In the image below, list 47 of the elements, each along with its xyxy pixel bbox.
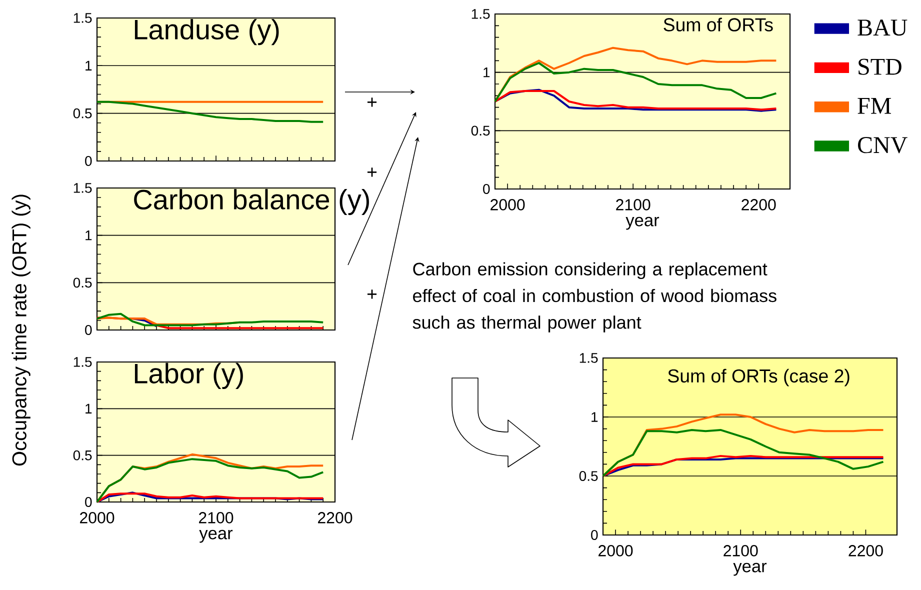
- text: Sum of ORTs (case 2): [668, 368, 850, 386]
- text: +: [367, 98, 377, 107]
- y-tick-label: 0.5: [73, 108, 92, 118]
- y-tick-label: 1.5: [74, 357, 92, 367]
- x-tick-label: 2000: [80, 512, 114, 524]
- chart-title: Carbon balance (y): [134, 188, 369, 216]
- y-tick-label: 1: [86, 60, 92, 70]
- y-tick-label: 0.5: [73, 278, 92, 288]
- chart-title: Sum of ORTs: [664, 18, 773, 32]
- x-axis-title: year: [733, 562, 767, 576]
- y-tick-label: 0: [85, 497, 92, 507]
- x-tick-label: 2100: [724, 545, 758, 556]
- y-tick-label: 0.5: [579, 471, 598, 481]
- y-tick-label: 1.5: [74, 13, 92, 23]
- x-tick-label: 2100: [199, 512, 234, 524]
- x-tick-label: 2000: [598, 545, 633, 556]
- y-tick-label: 1: [592, 412, 598, 422]
- y-tick-label: 1.5: [580, 353, 598, 363]
- y-axis-title: Occupancy time rate (ORT) (y): [12, 194, 30, 466]
- chart-title: Landuse (y): [134, 19, 279, 46]
- legend-label: BAU: [858, 20, 908, 36]
- legend-label: CNV: [858, 137, 908, 154]
- y-tick-label: 1: [86, 404, 92, 414]
- legend-label: FM: [858, 98, 892, 114]
- text: +: [367, 290, 377, 299]
- y-tick-label: 0: [85, 156, 92, 166]
- x-tick-label: 2200: [742, 199, 776, 210]
- x-tick-label: 2200: [318, 512, 352, 524]
- text: Carbon emission considering a replacement effect of coal in combustion of wood biomass such as thermal power plant: [412, 262, 776, 332]
- y-tick-label: 0: [483, 184, 490, 194]
- legend-label: STD: [858, 58, 902, 75]
- x-tick-label: 2000: [490, 199, 525, 210]
- chart-title: Labor (y): [134, 362, 243, 390]
- y-tick-label: 0: [591, 530, 598, 540]
- y-tick-label: 1.5: [472, 9, 490, 19]
- text: +: [367, 168, 377, 177]
- line-series: [602, 428, 884, 477]
- y-tick-label: 0.5: [73, 450, 92, 460]
- x-axis-title: year: [626, 216, 660, 230]
- x-tick-label: 2100: [616, 199, 650, 210]
- y-tick-label: 1: [484, 68, 490, 78]
- y-tick-label: 1.5: [74, 183, 92, 193]
- x-tick-label: 2200: [848, 545, 883, 556]
- y-tick-label: 0.5: [471, 126, 490, 136]
- y-tick-label: 0: [85, 325, 92, 335]
- y-tick-label: 1: [86, 230, 92, 240]
- x-axis-title: year: [199, 530, 233, 543]
